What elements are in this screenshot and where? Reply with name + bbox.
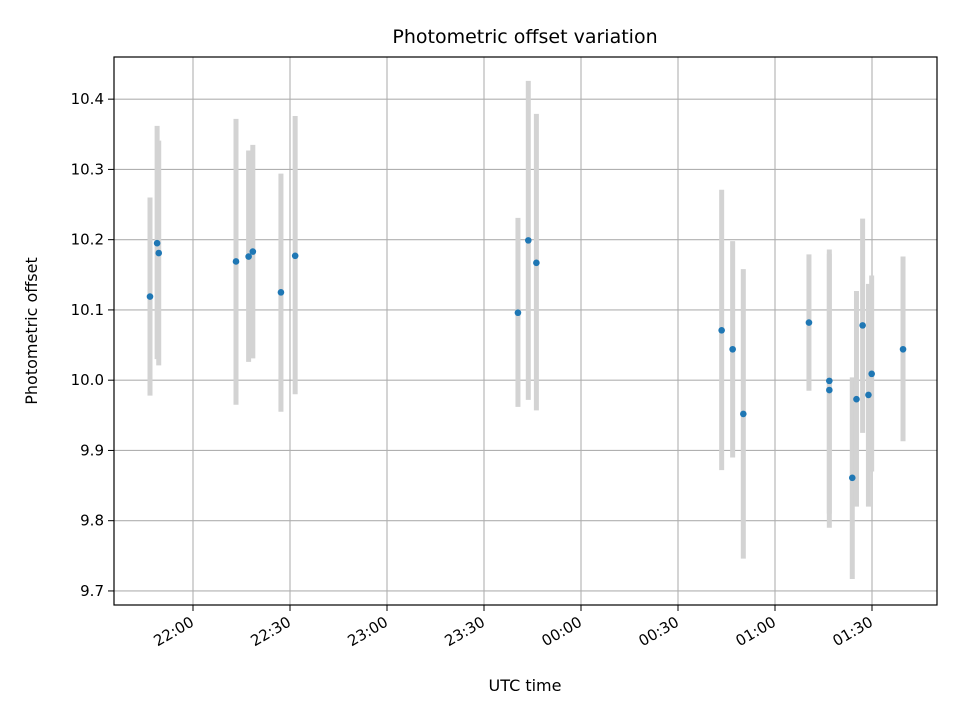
data-point (740, 410, 747, 418)
data-point (848, 474, 856, 482)
chart-title: Photometric offset variation (392, 26, 657, 48)
x-axis-label: UTC time (489, 676, 562, 695)
data-point (249, 248, 257, 255)
data-point (533, 259, 540, 267)
data-point (155, 249, 163, 257)
data-points (146, 237, 907, 482)
data-point (277, 289, 285, 296)
y-tick-label: 9.7 (80, 582, 104, 600)
data-point (826, 386, 833, 394)
y-axis: 9.7 9.8 9.9 10.0 10.1 10.2 10.3 10.4 (71, 90, 114, 600)
data-point (153, 239, 161, 247)
data-point (291, 252, 299, 260)
plot-frame (113, 56, 938, 606)
data-point (805, 319, 813, 326)
data-point (514, 309, 522, 317)
data-point (859, 322, 866, 329)
data-point (146, 293, 154, 300)
y-tick-label: 9.8 (80, 512, 104, 530)
y-tick-label: 10.2 (71, 231, 104, 249)
data-point (245, 253, 252, 260)
data-point (865, 391, 872, 399)
data-point (853, 395, 860, 403)
data-point (868, 370, 875, 378)
y-tick-label: 10.4 (71, 90, 104, 108)
data-point (826, 377, 833, 385)
data-point (524, 237, 532, 244)
y-tick-label: 10.3 (71, 160, 104, 178)
data-point (899, 345, 907, 353)
y-tick-label: 9.9 (80, 441, 104, 459)
y-tick-label: 10.1 (71, 301, 104, 319)
y-tick-label: 10.0 (71, 371, 104, 389)
data-point (729, 345, 736, 353)
data-point (232, 258, 240, 265)
y-axis-label: Photometric offset (22, 257, 41, 405)
data-point (718, 326, 725, 334)
